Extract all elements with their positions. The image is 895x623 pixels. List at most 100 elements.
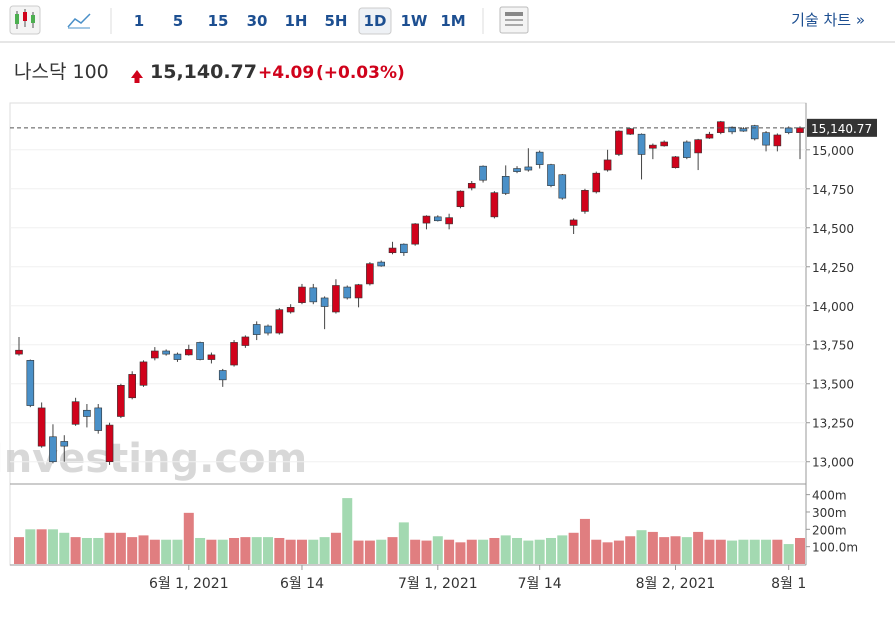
interval-button[interactable]: 1W <box>401 12 428 30</box>
candle-body <box>784 127 793 133</box>
price-change-pct: (+0.03%) <box>316 63 405 83</box>
volume-bar <box>263 537 274 564</box>
interval-button[interactable]: 1H <box>285 12 308 30</box>
candle-body <box>716 121 725 133</box>
volume-bar <box>70 537 81 564</box>
volume-tick-label: 200m <box>812 523 847 537</box>
interval-button[interactable]: 1D <box>364 12 387 30</box>
candle-body <box>501 176 510 194</box>
candle-body <box>400 243 408 254</box>
volume-bar <box>738 539 749 564</box>
candle-body <box>71 401 80 425</box>
interval-button[interactable]: 1 <box>134 12 144 30</box>
volume-bar <box>308 539 319 564</box>
volume-bar <box>783 544 794 564</box>
line-icon[interactable] <box>67 13 91 29</box>
y-tick-label: 14,500 <box>812 222 854 236</box>
volume-bar <box>512 537 523 564</box>
candle-body <box>694 139 702 154</box>
volume-bar <box>693 531 704 564</box>
volume-bar <box>478 539 489 564</box>
candle-body <box>343 286 352 299</box>
candle-body <box>15 349 23 355</box>
candle-icon[interactable] <box>9 5 41 35</box>
interval-button[interactable]: 5H <box>325 12 348 30</box>
volume-bar <box>138 535 149 564</box>
volume-bar <box>636 530 647 564</box>
y-tick-label: 14,750 <box>812 183 854 197</box>
volume-bar <box>557 535 568 564</box>
volume-bar <box>342 498 353 564</box>
candle-body <box>60 441 69 447</box>
candle-body <box>298 286 306 303</box>
candle-body <box>275 309 284 334</box>
layout-icon[interactable] <box>499 6 529 34</box>
volume-bar <box>127 537 138 564</box>
volume-bar <box>217 539 228 564</box>
volume-bar <box>183 512 194 564</box>
candle-body <box>445 217 453 225</box>
candle-body <box>354 284 363 299</box>
candle-body <box>37 407 46 447</box>
candle-body <box>94 407 103 431</box>
candle-body <box>649 144 657 149</box>
volume-bar <box>421 540 432 564</box>
candle-body <box>411 223 419 245</box>
volume-bar <box>330 532 341 564</box>
volume-bar <box>149 539 160 564</box>
candle-body <box>581 190 589 212</box>
candle-body <box>230 342 238 366</box>
candle-body <box>479 165 487 181</box>
candle-body <box>513 168 521 172</box>
volume-bar <box>602 542 613 564</box>
volume-bar <box>545 537 556 564</box>
volume-bar <box>353 540 364 564</box>
volume-bar <box>647 531 658 564</box>
candle-body <box>422 215 431 224</box>
candle-body <box>558 174 567 199</box>
volume-bar <box>795 537 805 564</box>
x-tick-label: 6월 1, 2021 <box>149 576 229 592</box>
candle-body <box>218 370 227 381</box>
candle-body <box>26 360 35 406</box>
x-tick-label: 6월 14 <box>280 576 324 592</box>
candle-body <box>626 128 635 135</box>
candle-body <box>49 436 57 463</box>
volume-bar <box>659 537 670 564</box>
candle-body <box>128 374 136 399</box>
candle-body <box>796 127 804 133</box>
interval-button[interactable]: 5 <box>173 12 183 30</box>
volume-bar <box>761 539 772 564</box>
y-tick-label: 13,000 <box>812 456 854 470</box>
volume-bar <box>772 539 783 564</box>
candle-body <box>173 353 182 360</box>
volume-bar <box>115 532 126 564</box>
last-price: 15,140.77 <box>150 61 257 83</box>
watermark: Investing.com <box>0 436 307 482</box>
y-tick-label: 14,250 <box>812 261 854 275</box>
candle-body <box>603 159 612 171</box>
volume-bar <box>47 529 58 564</box>
volume-bar <box>523 540 534 564</box>
interval-button[interactable]: 30 <box>247 12 268 30</box>
volume-bar <box>625 536 636 564</box>
interval-button[interactable]: 15 <box>208 12 229 30</box>
volume-bar <box>681 537 692 564</box>
candle-body <box>117 385 125 417</box>
volume-bar <box>81 537 92 564</box>
candle-body <box>332 285 340 313</box>
volume-bar <box>387 537 398 564</box>
volume-bar <box>14 537 24 564</box>
x-tick-label: 7월 14 <box>518 576 562 592</box>
volume-bar <box>432 536 443 564</box>
interval-button[interactable]: 1M <box>440 12 465 30</box>
volume-bar <box>229 537 240 564</box>
candle-body <box>490 192 499 218</box>
candle-body <box>320 297 329 307</box>
x-tick-label: 8월 2, 2021 <box>636 576 716 592</box>
volume-bar <box>466 539 477 564</box>
volume-bar <box>93 537 104 564</box>
technical-chart-link[interactable]: 기술 차트 » <box>791 11 865 29</box>
